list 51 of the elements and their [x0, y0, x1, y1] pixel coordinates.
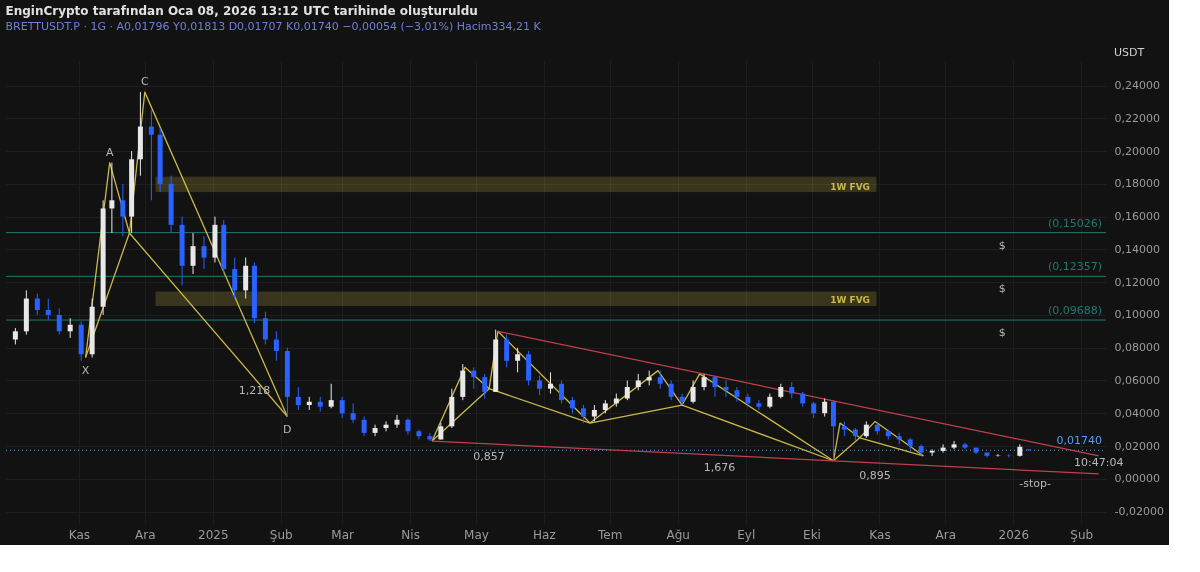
y-tick-label: 0,20000	[1114, 144, 1160, 158]
annotation: $	[998, 238, 1006, 252]
band-label: 1W FVG	[830, 181, 870, 192]
y-tick-label: 0,24000	[1114, 79, 1160, 93]
ref-line-label: 0,01740	[1056, 434, 1102, 448]
y-tick-label: 0,08000	[1114, 341, 1160, 355]
annotation: $	[998, 282, 1006, 296]
x-tick-label: Ara	[935, 527, 957, 542]
y-tick-label: 0,18000	[1114, 177, 1160, 191]
ref-line-label: (0,15026)	[1047, 216, 1102, 230]
x-tick-label: Mar	[331, 527, 355, 542]
y-tick-label: 0,06000	[1114, 373, 1160, 387]
annotation: -stop-	[1019, 476, 1052, 490]
x-tick-label: Haz	[533, 527, 556, 542]
x-tick-label: Eyl	[737, 527, 756, 542]
band-label: 1W FVG	[830, 295, 870, 306]
y-tick-label: 0,00000	[1114, 472, 1160, 486]
y-tick-label: 0,14000	[1114, 242, 1160, 256]
ref-line-label: (0,12357)	[1047, 260, 1102, 274]
annotation: X	[81, 363, 90, 377]
x-tick-label: Ağu	[666, 527, 690, 542]
annotation: D	[283, 422, 292, 436]
y-tick-label: 0,10000	[1114, 308, 1160, 322]
x-tick-label: Ara	[135, 527, 156, 542]
x-tick-label: Eki	[803, 527, 821, 542]
x-tick-label: 2026	[998, 527, 1030, 542]
x-tick-label: Kas	[68, 527, 91, 542]
x-tick-label: Nis	[401, 527, 420, 542]
x-tick-label: Şub	[269, 527, 293, 542]
chart-title: EnginCrypto tarafından Oca 08, 2026 13:12 UTC tarihinde oluşturuldu	[5, 4, 478, 18]
y-tick-label: 0,22000	[1114, 111, 1160, 125]
x-tick-label: 2025	[198, 527, 229, 542]
x-tick-label: May	[464, 527, 489, 542]
annotation: 0,857	[473, 449, 505, 463]
annotation: C	[140, 75, 149, 89]
y-tick-label: 0,16000	[1114, 210, 1160, 224]
annotation: $	[998, 326, 1006, 340]
annotation: 0,895	[859, 468, 891, 482]
text: USDT	[1114, 46, 1145, 59]
x-tick-label: Şub	[1070, 527, 1094, 542]
chart-subtitle: BRETTUSDT.P · 1G · A0,01796 Y0,01813 D0,01707 K0,01740 −0,00054 (−3,01%) Hacim334,21 K	[5, 20, 542, 33]
annotation: 1,676	[703, 461, 736, 475]
y-tick-label: -0,02000	[1114, 505, 1164, 519]
y-tick-label: 0,12000	[1114, 275, 1160, 289]
x-tick-label: Tem	[597, 527, 623, 542]
y-tick-label: 0,02000	[1114, 439, 1160, 453]
annotation: 10:47:04	[1074, 456, 1124, 470]
x-tick-label: Kas	[869, 527, 891, 542]
ref-line-label: (0,09688)	[1047, 304, 1102, 318]
y-tick-label: 0,04000	[1114, 406, 1160, 420]
annotation: A	[105, 145, 114, 159]
